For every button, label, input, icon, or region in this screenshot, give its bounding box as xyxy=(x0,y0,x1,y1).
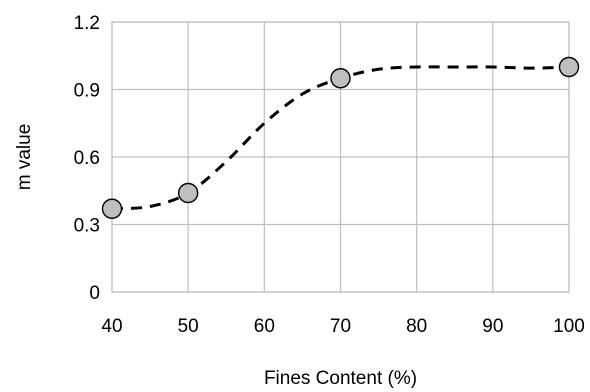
y-tick-label: 0 xyxy=(89,283,100,304)
data-point xyxy=(330,68,351,89)
data-point xyxy=(101,198,123,219)
x-tick-label: 60 xyxy=(254,316,275,337)
data-point xyxy=(558,56,580,78)
y-axis-ticks: 0 0.3 0.6 0.9 1.2 xyxy=(74,13,100,304)
x-tick-label: 50 xyxy=(178,316,199,337)
gridlines xyxy=(111,21,570,293)
x-tick-label: 100 xyxy=(553,316,585,337)
x-tick-label: 40 xyxy=(101,316,122,337)
y-tick-label: 0.9 xyxy=(74,81,100,102)
x-tick-label: 70 xyxy=(330,316,351,337)
y-tick-label: 0.6 xyxy=(74,148,100,169)
x-tick-label: 90 xyxy=(482,316,503,337)
x-tick-label: 80 xyxy=(406,316,427,337)
plot-area-frame xyxy=(111,21,570,293)
x-axis-ticks: 40 50 60 70 80 90 100 xyxy=(101,316,584,337)
y-tick-label: 1.2 xyxy=(74,13,100,34)
data-point xyxy=(177,182,199,204)
y-axis-title: m value xyxy=(14,124,35,191)
data-points xyxy=(101,56,580,219)
y-tick-label: 0.3 xyxy=(74,216,100,237)
x-axis-title: Fines Content (%) xyxy=(264,368,417,389)
